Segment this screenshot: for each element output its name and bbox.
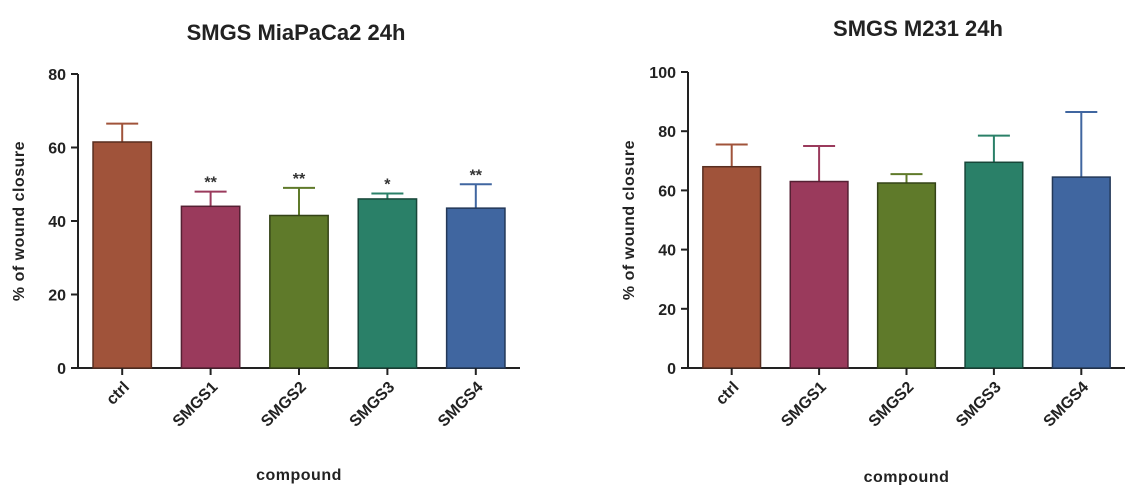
bar-ctrl (92, 141, 153, 369)
bar-smgs1 (789, 180, 849, 369)
y-tick-label: 20 (48, 288, 66, 305)
significance-marker: * (384, 176, 391, 193)
chart-title: SMGS MiaPaCa2 24h (187, 20, 406, 45)
x-tick-label: SMGS1 (170, 379, 222, 431)
y-tick-label: 0 (57, 361, 66, 378)
x-tick-label: SMGS2 (258, 379, 310, 431)
bar-smgs4 (1051, 176, 1111, 369)
y-axis-title: % of wound closure (621, 140, 638, 300)
y-tick-label: 60 (658, 183, 676, 200)
bar-smgs3 (357, 198, 418, 369)
bar-smgs1 (180, 205, 241, 369)
chart-miapaca2: SMGS MiaPaCa2 24h 0 20 40 60 80 % of wound clo… (11, 20, 520, 484)
chart-m231: SMGS M231 24h 0 20 40 60 80 100 % of wound clos… (621, 16, 1125, 485)
y-tick-label: 40 (48, 214, 66, 231)
bar-ctrl (702, 165, 762, 369)
chart-title: SMGS M231 24h (833, 16, 1003, 41)
bar-smgs4 (445, 207, 506, 369)
x-tick-label: SMGS1 (778, 379, 830, 431)
x-axis-title: compound (256, 467, 342, 484)
y-tick-label: 40 (658, 243, 676, 260)
x-tick-label: ctrl (713, 379, 743, 409)
bar-smgs3 (964, 161, 1024, 369)
x-tick-label: ctrl (103, 379, 133, 409)
significance-marker: ** (293, 171, 306, 188)
x-tick-label: SMGS4 (435, 379, 487, 431)
bar-smgs2 (876, 182, 937, 369)
x-tick-label: SMGS2 (866, 379, 918, 431)
x-tick-label: SMGS4 (1040, 379, 1092, 431)
y-tick-label: 20 (658, 302, 676, 319)
y-tick-label: 0 (667, 361, 676, 378)
y-tick-label: 80 (658, 124, 676, 141)
y-tick-label: 80 (48, 67, 66, 84)
significance-marker: ** (204, 175, 217, 192)
y-axis-title: % of wound closure (11, 141, 28, 301)
x-axis-title: compound (864, 469, 950, 485)
x-tick-label: SMGS3 (953, 379, 1005, 431)
bar-smgs2 (269, 214, 329, 369)
significance-marker: ** (470, 167, 483, 184)
y-tick-label: 60 (48, 141, 66, 158)
x-tick-label: SMGS3 (347, 379, 399, 431)
y-tick-label: 100 (649, 65, 676, 82)
